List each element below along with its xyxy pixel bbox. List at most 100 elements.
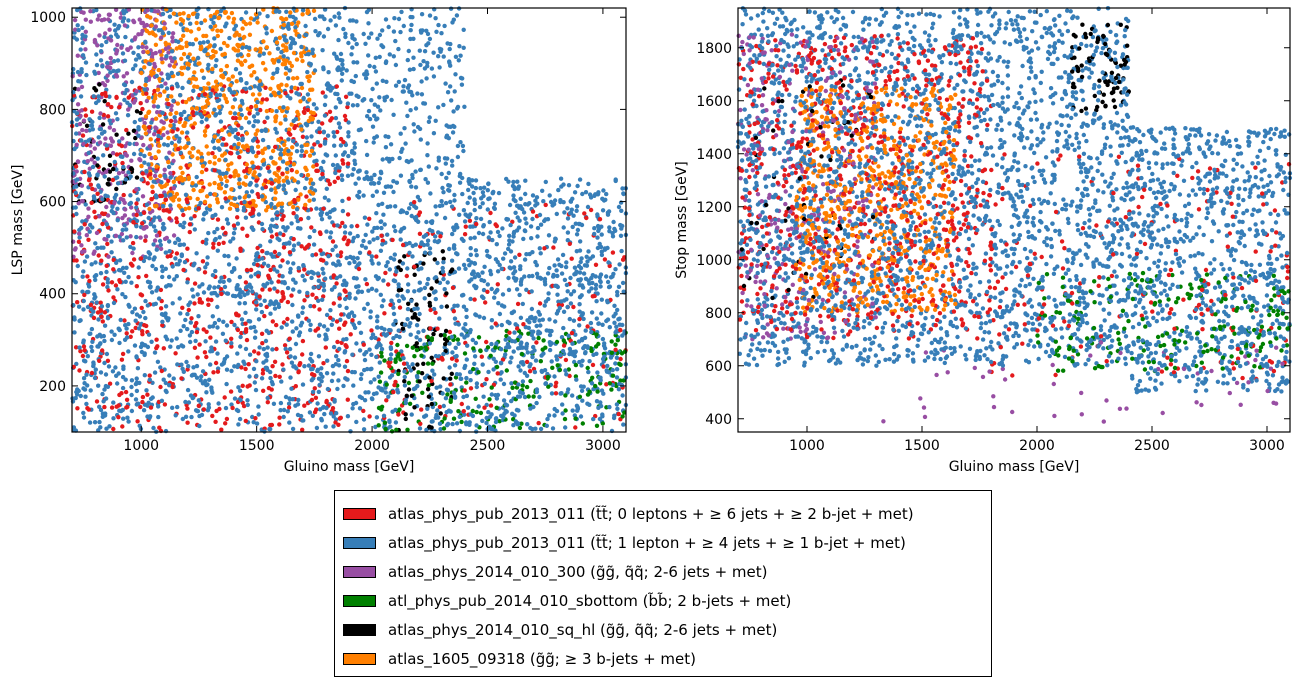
scatter-point-series-1: [366, 288, 371, 293]
scatter-point-series-1: [197, 423, 202, 429]
scatter-point-series-4: [444, 304, 450, 309]
scatter-point-series-0: [210, 413, 215, 419]
scatter-point-series-5: [280, 43, 286, 48]
scatter-point-series-0: [392, 382, 397, 388]
scatter-point-series-1: [446, 408, 452, 413]
scatter-point-series-1: [169, 338, 174, 343]
scatter-point-series-1: [595, 235, 600, 240]
scatter-point-series-2: [136, 32, 141, 37]
scatter-point-series-1: [344, 68, 349, 73]
scatter-point-series-1: [362, 357, 368, 363]
scatter-point-series-5: [171, 179, 176, 184]
scatter-point-series-5: [153, 96, 158, 101]
scatter-point-series-1: [228, 239, 233, 244]
scatter-point-series-2: [84, 128, 89, 133]
scatter-point-series-0: [194, 320, 199, 326]
scatter-point-series-1: [237, 388, 243, 393]
scatter-point-series-1: [452, 227, 457, 233]
scatter-point-series-1: [317, 31, 322, 36]
scatter-point-series-1: [552, 374, 557, 379]
scatter-point-series-1: [391, 112, 396, 118]
scatter-point-series-1: [457, 414, 462, 419]
scatter-point-series-1: [613, 177, 618, 182]
scatter-point-series-1: [246, 120, 252, 125]
scatter-point-series-1: [80, 53, 86, 58]
scatter-point-series-1: [123, 377, 128, 382]
scatter-point-series-1: [533, 203, 538, 208]
scatter-point-series-1: [215, 248, 220, 253]
scatter-point-series-1: [357, 250, 363, 255]
scatter-point-series-5: [174, 20, 179, 25]
scatter-point-series-1: [370, 193, 375, 198]
scatter-point-series-1: [377, 54, 382, 60]
scatter-point-series-1: [263, 127, 268, 132]
scatter-point-series-1: [163, 266, 168, 271]
scatter-point-series-0: [356, 266, 362, 272]
scatter-point-series-5: [248, 16, 254, 21]
scatter-point-series-1: [488, 268, 493, 274]
scatter-point-series-0: [243, 366, 248, 372]
scatter-point-series-3: [478, 348, 483, 354]
scatter-point-series-4: [134, 175, 140, 180]
scatter-point-series-4: [444, 291, 449, 296]
scatter-point-series-1: [245, 402, 250, 408]
scatter-point-series-1: [443, 81, 448, 86]
scatter-point-series-0: [327, 182, 332, 187]
scatter-point-series-1: [371, 140, 376, 145]
scatter-point-series-5: [166, 159, 171, 165]
scatter-point-series-2: [129, 205, 134, 210]
scatter-point-series-1: [619, 248, 624, 254]
scatter-point-series-2: [144, 98, 150, 104]
scatter-point-series-1: [94, 52, 99, 57]
scatter-point-series-1: [480, 270, 485, 275]
scatter-point-series-0: [320, 121, 325, 126]
scatter-point-series-1: [415, 306, 420, 311]
scatter-point-series-3: [595, 389, 600, 394]
scatter-point-series-1: [120, 385, 126, 391]
scatter-point-series-1: [529, 289, 534, 294]
scatter-point-series-1: [168, 7, 173, 12]
scatter-point-series-1: [316, 298, 321, 303]
scatter-point-series-1: [445, 156, 450, 161]
scatter-point-series-0: [181, 267, 186, 273]
scatter-point-series-1: [285, 260, 290, 265]
scatter-point-series-1: [253, 329, 258, 334]
scatter-point-series-0: [310, 292, 315, 297]
scatter-point-series-1: [281, 105, 286, 110]
scatter-point-series-1: [75, 69, 81, 75]
scatter-point-series-5: [300, 58, 305, 64]
scatter-point-series-1: [117, 340, 122, 346]
scatter-point-series-0: [382, 311, 387, 316]
scatter-point-series-3: [573, 416, 578, 421]
scatter-point-series-1: [342, 278, 347, 283]
scatter-point-series-1: [179, 253, 184, 259]
scatter-point-series-1: [470, 178, 475, 183]
scatter-point-series-0: [83, 113, 89, 118]
scatter-point-series-5: [171, 11, 176, 16]
scatter-point-series-0: [276, 166, 281, 171]
scatter-point-series-0: [389, 340, 394, 346]
scatter-point-series-0: [181, 212, 186, 218]
scatter-point-series-0: [321, 294, 326, 299]
scatter-point-series-1: [229, 402, 234, 407]
scatter-point-series-1: [129, 392, 134, 398]
scatter-point-series-1: [511, 234, 516, 239]
scatter-point-series-1: [598, 272, 604, 277]
scatter-point-series-0: [113, 283, 119, 288]
scatter-point-series-1: [412, 204, 417, 209]
scatter-point-series-1: [247, 352, 253, 357]
scatter-point-series-1: [416, 330, 421, 335]
scatter-point-series-5: [282, 114, 288, 119]
scatter-point-series-1: [337, 125, 343, 130]
scatter-point-series-1: [565, 238, 570, 243]
scatter-point-series-0: [109, 405, 115, 410]
scatter-point-series-1: [286, 137, 291, 142]
scatter-point-series-1: [310, 47, 315, 52]
scatter-point-series-1: [459, 332, 464, 337]
scatter-point-series-1: [570, 224, 575, 230]
scatter-point-series-1: [534, 387, 540, 392]
scatter-point-series-1: [223, 338, 228, 343]
scatter-point-series-0: [230, 405, 235, 411]
scatter-point-series-1: [124, 227, 129, 232]
scatter-point-series-1: [97, 115, 102, 121]
